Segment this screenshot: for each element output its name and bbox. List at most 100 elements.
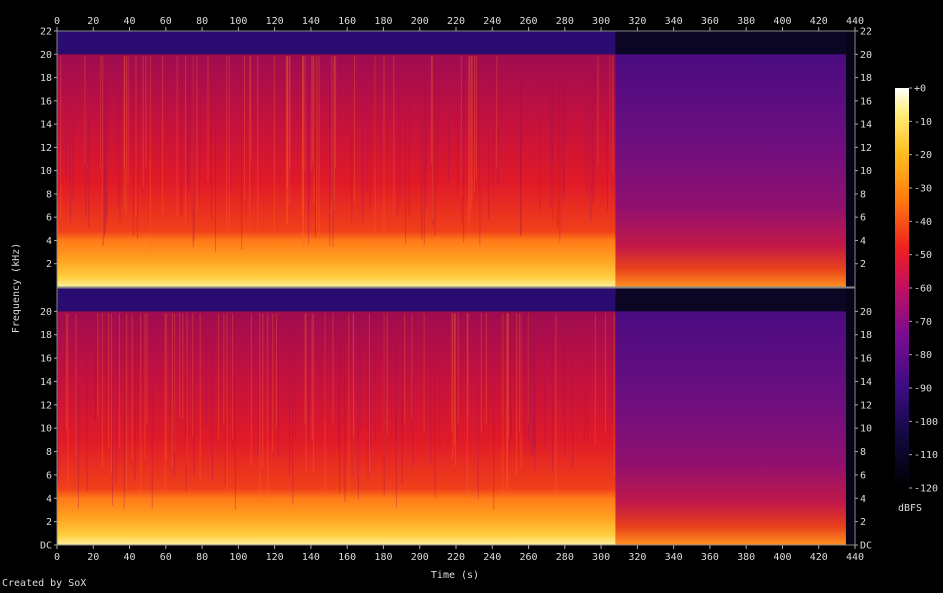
x-tick-label: 400 [773,552,791,563]
x-tick-label: 380 [737,552,755,563]
x-tick-label: 280 [556,552,574,563]
y-tick-label: 2 [860,259,866,270]
x-axis-label: Time (s) [431,570,479,581]
x-tick-label: 0 [54,16,60,27]
segment-energy-band [615,311,846,545]
credit-text: Created by SoX [2,578,87,589]
x-tick-label: 360 [701,16,719,27]
y-tick-label: 12 [860,400,872,411]
y-tick-label: 6 [46,213,52,224]
y-tick-label: 20 [40,50,52,61]
segment-noise-floor [57,31,616,55]
x-tick-label: 20 [87,552,99,563]
y-tick-label: 10 [40,424,52,435]
x-tick-label: 300 [592,552,610,563]
y-tick-label: 18 [860,330,872,341]
y-tick-label: 18 [40,330,52,341]
x-tick-label: 420 [810,16,828,27]
colorbar-tick-label: -20 [914,150,932,161]
x-tick-label: 360 [701,552,719,563]
y-tick-label: 2 [46,517,52,528]
x-tick-label: 240 [483,16,501,27]
y-tick-label: 16 [40,96,52,107]
y-tick-label: 20 [860,50,872,61]
x-tick-label: 440 [846,552,864,563]
y-tick-label: 4 [46,236,52,247]
y-tick-label: 12 [860,143,872,154]
y-tick-label: 6 [860,470,866,481]
x-tick-label: 100 [229,16,247,27]
x-tick-label: 420 [810,552,828,563]
x-tick-label: 60 [160,552,172,563]
colorbar-tick-label: -60 [914,284,932,295]
y-tick-label: 4 [860,494,866,505]
x-tick-label: 180 [374,16,392,27]
x-tick-label: 220 [447,16,465,27]
y-tick-label: 16 [860,354,872,365]
x-tick-label: 400 [773,16,791,27]
x-tick-label: 380 [737,16,755,27]
x-tick-label: 340 [665,552,683,563]
x-tick-label: 180 [374,552,392,563]
colorbar-tick-label: -120 [914,484,938,495]
y-tick-label: 16 [40,354,52,365]
colorbar-tick-label: +0 [914,84,926,95]
y-tick-label: DC [860,541,872,552]
y-tick-label: 2 [860,517,866,528]
y-tick-label: DC [40,541,52,552]
x-tick-label: 200 [411,552,429,563]
colorbar-tick-label: -50 [914,250,932,261]
x-tick-label: 340 [665,16,683,27]
x-tick-label: 320 [628,16,646,27]
x-tick-label: 240 [483,552,501,563]
segment-energy-band [57,311,616,545]
colorbar-tick-label: -80 [914,350,932,361]
y-tick-label: 10 [860,166,872,177]
y-tick-label: 10 [860,424,872,435]
y-tick-label: 4 [860,236,866,247]
y-tick-label: 8 [46,189,52,200]
x-tick-label: 160 [338,16,356,27]
y-tick-label: 14 [40,377,52,388]
y-tick-label: 14 [860,377,872,388]
channel-2-panel [56,287,856,546]
segment-energy-band [57,54,616,287]
y-tick-label: 18 [860,73,872,84]
x-tick-label: 260 [520,16,538,27]
y-tick-label: 12 [40,400,52,411]
x-tick-label: 120 [266,552,284,563]
x-tick-label: 320 [628,552,646,563]
y-axis-label: Frequency (kHz) [11,243,22,333]
x-tick-label: 200 [411,16,429,27]
y-tick-label: 10 [40,166,52,177]
colorbar [895,88,909,488]
y-tick-label: 6 [46,470,52,481]
y-tick-label: 8 [46,447,52,458]
y-tick-label: 20 [860,307,872,318]
colorbar-tick-label: -10 [914,117,932,128]
colorbar-tick-label: -90 [914,384,932,395]
y-tick-label: 4 [46,494,52,505]
x-tick-label: 440 [846,16,864,27]
x-tick-label: 120 [266,16,284,27]
segment-energy-band [615,54,846,287]
x-tick-label: 40 [124,552,136,563]
segment-noise-floor [615,288,846,312]
y-tick-label: 8 [860,447,866,458]
x-tick-label: 20 [87,16,99,27]
x-tick-label: 80 [196,552,208,563]
x-tick-label: 260 [520,552,538,563]
y-tick-label: 8 [860,189,866,200]
channel-1-panel [56,30,856,288]
y-tick-label: 12 [40,143,52,154]
x-tick-label: 140 [302,552,320,563]
colorbar-tick-label: -110 [914,450,938,461]
segment-noise-floor [57,288,616,312]
colorbar-tick-label: -70 [914,317,932,328]
y-tick-label: 22 [40,27,52,38]
x-tick-label: 100 [229,552,247,563]
x-tick-label: 40 [124,16,136,27]
y-tick-label: 14 [860,120,872,131]
y-tick-label: 22 [860,27,872,38]
